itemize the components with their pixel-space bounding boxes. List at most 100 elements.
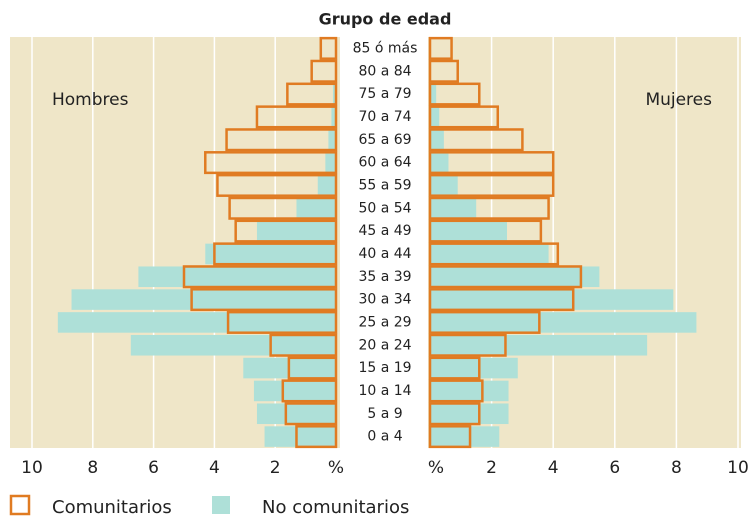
- bar: [204, 151, 338, 175]
- bar: [310, 59, 338, 83]
- category-label: 70 a 74: [358, 109, 411, 125]
- bar: [430, 152, 449, 173]
- bar: [428, 242, 560, 266]
- x-tick-label: 8: [671, 458, 682, 478]
- category-label: 60 a 64: [358, 155, 411, 171]
- bar: [57, 312, 337, 333]
- bar: [319, 36, 338, 60]
- bar: [317, 175, 336, 196]
- category-label: 0 a 4: [367, 429, 402, 445]
- bar: [428, 219, 543, 243]
- legend-swatch: [212, 496, 230, 514]
- bar: [428, 356, 481, 380]
- bar: [430, 289, 674, 310]
- bar: [256, 403, 336, 425]
- bar: [287, 356, 338, 380]
- category-label: 25 a 29: [358, 314, 411, 330]
- bar: [428, 333, 507, 357]
- category-label: 50 a 54: [358, 200, 411, 216]
- x-tick-label: 8: [87, 458, 98, 478]
- bar: [430, 266, 600, 288]
- category-label: 80 a 84: [358, 63, 411, 79]
- bar: [234, 219, 338, 243]
- bar: [331, 106, 336, 128]
- bar: [430, 106, 440, 128]
- bar: [264, 426, 336, 447]
- bar: [138, 266, 336, 288]
- right-label: Mujeres: [645, 90, 712, 110]
- bar: [430, 243, 549, 265]
- bar: [428, 310, 541, 334]
- bar: [428, 128, 524, 152]
- bar: [205, 243, 336, 265]
- bar: [284, 402, 338, 426]
- legend-swatch: [9, 494, 31, 516]
- legend-label: No comunitarios: [262, 497, 409, 518]
- category-label: 35 a 39: [358, 269, 411, 285]
- bar: [428, 265, 583, 289]
- x-tick-label: %: [428, 458, 444, 478]
- bar: [428, 151, 555, 175]
- bar: [430, 380, 509, 402]
- x-tick-label: 2: [270, 458, 281, 478]
- category-label: 10 a 14: [358, 383, 411, 399]
- bar: [430, 312, 697, 333]
- bar: [430, 357, 518, 379]
- bar: [255, 105, 338, 129]
- bar: [216, 173, 338, 197]
- bar: [325, 152, 336, 173]
- bar: [228, 196, 338, 220]
- left-label: Hombres: [52, 90, 129, 110]
- category-label: 75 a 79: [358, 86, 411, 102]
- bar: [428, 59, 459, 83]
- category-label: 85 ó más: [353, 40, 418, 56]
- bar: [430, 334, 648, 356]
- bar: [130, 334, 336, 356]
- bar: [430, 83, 437, 105]
- bar: [182, 265, 338, 289]
- bar: [269, 333, 338, 357]
- x-tick-label: 10: [727, 458, 749, 478]
- bar: [253, 380, 336, 402]
- bar: [430, 197, 477, 219]
- bar: [190, 288, 338, 312]
- bar: [328, 129, 336, 151]
- bar: [226, 310, 338, 334]
- bar: [296, 197, 336, 219]
- bar: [428, 105, 500, 129]
- category-label: 40 a 44: [358, 246, 411, 262]
- bar: [286, 82, 338, 106]
- bar: [430, 426, 500, 447]
- bar: [430, 129, 444, 151]
- x-tick-label: 4: [209, 458, 220, 478]
- bar: [428, 196, 550, 220]
- bar: [225, 128, 338, 152]
- bar: [428, 82, 481, 106]
- bar: [213, 242, 338, 266]
- chart-title: Grupo de edad: [319, 10, 452, 29]
- bar: [430, 220, 507, 242]
- bar: [430, 175, 458, 196]
- bar: [332, 83, 336, 105]
- legend-label: Comunitarios: [52, 497, 172, 518]
- category-label: 5 a 9: [367, 406, 402, 422]
- bar: [430, 403, 509, 425]
- bar: [295, 425, 338, 449]
- x-tick-label: 6: [609, 458, 620, 478]
- bar: [428, 173, 555, 197]
- x-tick-label: 2: [486, 458, 497, 478]
- category-label: 65 a 69: [358, 132, 411, 148]
- bar: [428, 379, 484, 403]
- bar: [428, 425, 472, 449]
- category-label: 20 a 24: [358, 337, 411, 353]
- bar: [428, 36, 453, 60]
- bar: [428, 288, 575, 312]
- x-tick-label: 6: [148, 458, 159, 478]
- category-label: 15 a 19: [358, 360, 411, 376]
- bar: [71, 289, 337, 310]
- category-label: 30 a 34: [358, 292, 411, 308]
- category-label: 45 a 49: [358, 223, 411, 239]
- x-tick-label: 10: [21, 458, 43, 478]
- bar: [256, 220, 336, 242]
